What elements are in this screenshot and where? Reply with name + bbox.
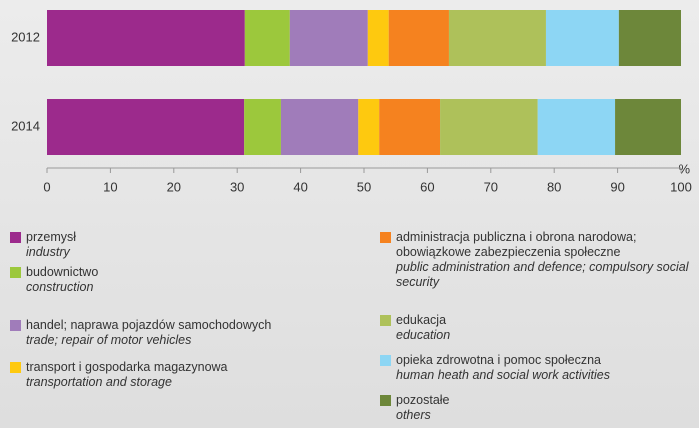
legend-label-en: construction [26, 280, 94, 294]
bar-segment [244, 99, 281, 155]
bar-segment [367, 10, 389, 66]
bar-segment [289, 10, 368, 66]
y-tick-label: 2012 [11, 29, 40, 44]
legend-item: pozostałe others [380, 393, 690, 423]
legend-label-en: others [396, 408, 431, 422]
x-tick-label: 100 [670, 179, 692, 194]
legend-text: budownictwo construction [26, 265, 98, 295]
x-tick-label: 90 [610, 179, 624, 194]
bar-segment [358, 99, 380, 155]
legend-item: edukacja education [380, 313, 690, 343]
legend-item: transport i gospodarka magazynowa transpo… [10, 360, 340, 390]
legend-label: budownictwo [26, 265, 99, 279]
x-tick-label: 10 [103, 179, 117, 194]
bar-segment [618, 10, 681, 66]
legend-label-en: public administration and defence; compu… [396, 260, 689, 289]
legend-label-en: industry [26, 245, 70, 259]
bar-segment [379, 99, 441, 155]
legend-label: handel; naprawa pojazdów samochodowych [26, 318, 272, 332]
bar-segment [47, 99, 245, 155]
legend-label: transport i gospodarka magazynowa [26, 360, 228, 374]
legend-text: handel; naprawa pojazdów samochodowych tr… [26, 318, 271, 348]
bar-segment [280, 99, 359, 155]
legend-text: administracja publiczna i obrona narodow… [396, 230, 690, 290]
legend-label: administracja publiczna i obrona narodow… [396, 230, 637, 259]
bar-segment [545, 10, 619, 66]
legend-label-en: education [396, 328, 451, 342]
legend-swatch [380, 232, 391, 243]
legend-text: pozostałe others [396, 393, 450, 423]
legend-label-en: human heath and social work activities [396, 368, 611, 382]
legend-swatch [380, 315, 391, 326]
legend-text: transport i gospodarka magazynowa transpo… [26, 360, 228, 390]
axis-unit: % [678, 161, 690, 176]
legend-label-en: transportation and storage [26, 375, 172, 389]
legend-swatch [380, 355, 391, 366]
y-tick-label: 2014 [11, 118, 40, 133]
legend-item: przemysł industry [10, 230, 340, 260]
legend-swatch [10, 232, 21, 243]
x-tick-label: 80 [547, 179, 561, 194]
bar-segment [440, 99, 538, 155]
x-tick-label: 20 [167, 179, 181, 194]
legend-swatch [10, 320, 21, 331]
x-tick-label: 70 [484, 179, 498, 194]
bar-segment [244, 10, 290, 66]
bar-segment [448, 10, 546, 66]
legend-label: przemysł [26, 230, 77, 244]
bar-segment [615, 99, 681, 155]
x-tick-label: 50 [357, 179, 371, 194]
legend-text: opieka zdrowotna i pomoc społeczna human … [396, 353, 610, 383]
x-tick-label: 40 [293, 179, 307, 194]
legend-text: edukacja education [396, 313, 450, 343]
legend-text: przemysł industry [26, 230, 76, 260]
x-tick-label: 30 [230, 179, 244, 194]
x-tick-label: 0 [43, 179, 50, 194]
legend-label: opieka zdrowotna i pomoc społeczna [396, 353, 601, 367]
legend-item: budownictwo construction [10, 265, 340, 295]
bar-segment [388, 10, 449, 66]
legend-swatch [380, 395, 391, 406]
bar-segment [537, 99, 616, 155]
legend-swatch [10, 267, 21, 278]
legend-item: handel; naprawa pojazdów samochodowych tr… [10, 318, 340, 348]
legend-label: pozostałe [396, 393, 450, 407]
legend-label: edukacja [396, 313, 447, 327]
legend-item: administracja publiczna i obrona narodow… [380, 230, 690, 290]
bar-segment [47, 10, 245, 66]
x-tick-label: 60 [420, 179, 434, 194]
legend-swatch [10, 362, 21, 373]
legend-item: opieka zdrowotna i pomoc społeczna human … [380, 353, 690, 383]
legend-label-en: trade; repair of motor vehicles [26, 333, 192, 347]
